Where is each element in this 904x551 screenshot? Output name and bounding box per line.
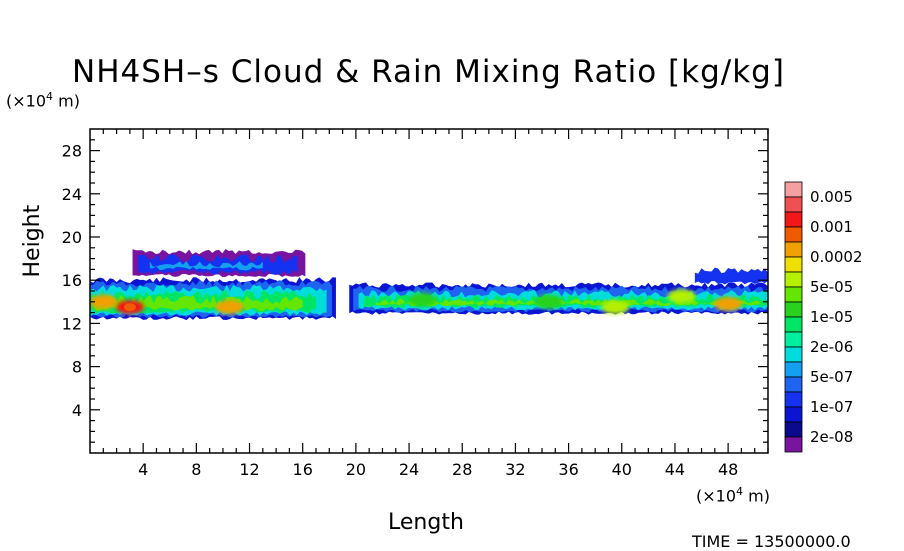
hotspot [215, 300, 244, 315]
legend-swatch [784, 346, 803, 363]
legend-swatch [784, 196, 803, 213]
legend-swatch [784, 241, 803, 258]
legend-swatch [784, 421, 803, 438]
legend-swatch [784, 226, 803, 243]
x-tick-label: 44 [665, 460, 685, 479]
legend-swatch [784, 361, 803, 378]
chart-title: NH4SH–s Cloud & Rain Mixing Ratio [kg/kg… [72, 54, 785, 90]
legend-swatch [784, 256, 803, 273]
x-tick-label: 32 [505, 460, 525, 479]
cloud-region [137, 254, 298, 275]
y-tick-label: 4 [72, 401, 82, 420]
x-tick-label: 8 [191, 460, 201, 479]
legend-swatch [784, 181, 803, 198]
hotspot [714, 296, 743, 311]
legend-label: 0.005 [810, 188, 853, 206]
legend-swatch [784, 286, 803, 303]
hotspot [408, 292, 437, 307]
x-unit-label: (×104 m) [696, 485, 770, 506]
legend-swatch [784, 271, 803, 288]
y-tick-label: 8 [72, 358, 82, 377]
x-tick-label: 24 [399, 460, 419, 479]
cloud-region [694, 267, 768, 285]
cloud-region [375, 298, 762, 307]
legend-swatch [784, 211, 803, 228]
x-tick-label: 36 [558, 460, 578, 479]
x-tick-label: 12 [239, 460, 259, 479]
cloud-gap [337, 269, 348, 324]
legend-swatch [784, 406, 803, 423]
y-tick-label: 24 [62, 185, 82, 204]
legend-label: 0.001 [810, 218, 853, 236]
x-axis-label: Length [388, 510, 464, 535]
legend-label: 0.0002 [810, 248, 863, 266]
legend-swatch [784, 331, 803, 348]
legend-label: 2e-08 [810, 428, 853, 446]
x-tick-label: 4 [138, 460, 148, 479]
y-tick-label: 20 [62, 228, 82, 247]
legend-label: 5e-05 [810, 278, 853, 296]
hotspot [534, 294, 563, 309]
legend-label: 1e-07 [810, 398, 853, 416]
y-tick-label: 16 [62, 271, 82, 290]
colorbar-legend: 0.005 0.001 0.0002 5e-05 1e-05 2e-06 5e-07 1e-0… [784, 181, 863, 453]
legend-swatch [784, 391, 803, 408]
legend-label: 2e-06 [810, 338, 853, 356]
hotspot-core [123, 303, 136, 312]
legend-label: 5e-07 [810, 368, 853, 386]
legend-swatch [784, 301, 803, 318]
x-tick-label: 48 [718, 460, 738, 479]
x-tick-label: 40 [612, 460, 632, 479]
cloud-field [90, 249, 768, 324]
cloud-region [93, 295, 303, 312]
legend-swatch [784, 436, 803, 453]
y-tick-label: 28 [62, 142, 82, 161]
y-tick-label: 12 [62, 314, 82, 333]
y-unit-label: (×104 m) [6, 90, 80, 111]
hotspot [90, 294, 118, 309]
cloud-region [149, 260, 263, 271]
hotspot [601, 300, 630, 315]
hotspot [667, 289, 696, 304]
legend-swatch [784, 376, 803, 393]
x-tick-label: 20 [346, 460, 366, 479]
legend-label: 1e-05 [810, 308, 853, 326]
legend-swatch [784, 316, 803, 333]
x-tick-label: 28 [452, 460, 472, 479]
x-tick-label: 16 [293, 460, 313, 479]
